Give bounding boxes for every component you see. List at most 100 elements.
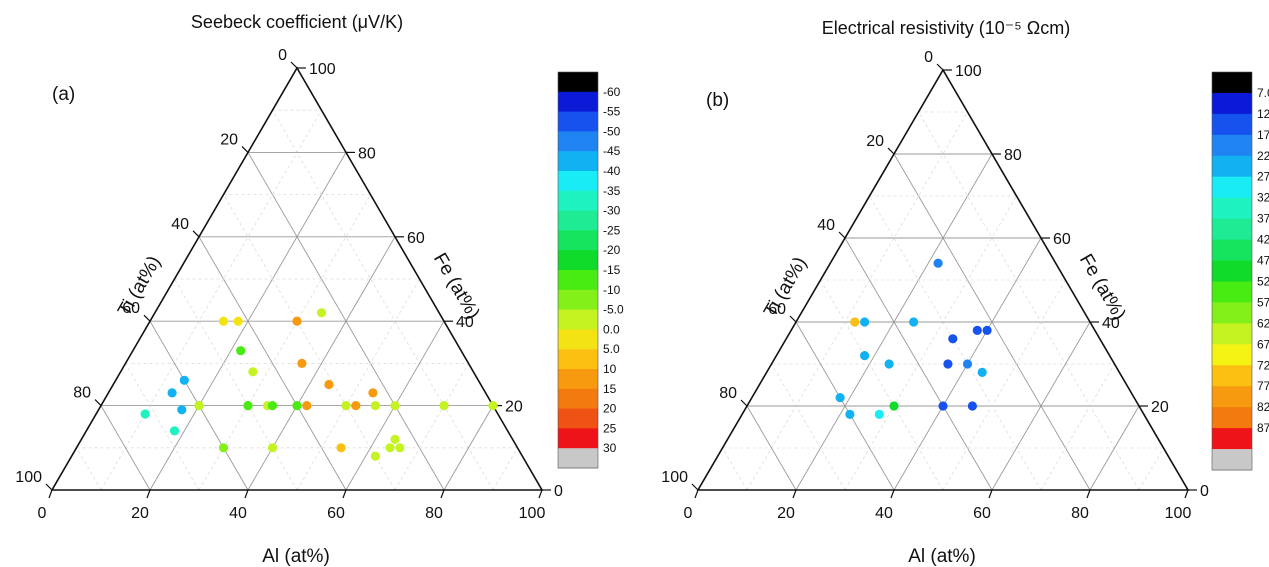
grid-line-al — [844, 195, 1017, 491]
tick-mark-al — [1086, 489, 1091, 499]
panel-label: (a) — [52, 84, 75, 105]
colorbar-swatch — [558, 369, 598, 390]
tick-label-al: 60 — [973, 505, 991, 522]
data-point — [218, 443, 229, 453]
tick-mark-ti — [290, 61, 298, 69]
colorbar-label: 10 — [603, 362, 617, 376]
data-point — [370, 451, 380, 461]
triangle-frame — [50, 66, 544, 491]
tick-mark-ti — [241, 145, 249, 153]
data-point — [167, 388, 177, 398]
tick-label-al: 0 — [684, 505, 693, 522]
grid-line-al — [100, 109, 322, 491]
tick-label-al: 20 — [777, 505, 795, 522]
colorbar-label: 42 — [1257, 233, 1269, 247]
colorbar-swatch — [1212, 218, 1252, 241]
tick-mark-ti — [143, 314, 151, 322]
tick-label-al: 80 — [1071, 505, 1089, 522]
data-point — [967, 401, 978, 411]
axis-title-fe: Fe (at%) — [1075, 250, 1130, 324]
tick-mark-ti — [691, 483, 699, 491]
colorbar-swatch — [558, 210, 598, 231]
grid-line-al — [746, 111, 968, 491]
colorbar-label: -45 — [603, 144, 621, 158]
colorbar-swatch — [1212, 72, 1252, 94]
chart-title: Electrical resistivity (10⁻⁵ Ωcm) — [822, 18, 1070, 38]
tick-label-al: 100 — [519, 505, 546, 522]
data-point — [439, 401, 449, 411]
colorbar-label: -10 — [603, 283, 621, 297]
grid-line-al — [1089, 405, 1140, 491]
data-point — [248, 367, 258, 377]
colorbar-swatch — [1212, 407, 1252, 429]
tick-label-fe: 0 — [554, 483, 563, 500]
tick-mark-al — [890, 489, 895, 499]
tick-mark-ti — [740, 399, 748, 407]
grid-line-al — [394, 363, 469, 491]
triangle-frame — [696, 68, 1190, 491]
colorbar-frame — [557, 71, 599, 469]
data-point — [845, 409, 855, 419]
tick-label-fe: 100 — [955, 63, 982, 80]
tick-mark-al — [244, 489, 249, 499]
tick-label-fe: 80 — [358, 145, 376, 162]
colorbar-swatch — [558, 250, 598, 271]
colorbar-label: 0.0 — [603, 322, 620, 336]
tick-mark-al — [440, 489, 445, 499]
data-point — [972, 325, 982, 335]
panel-label: (b) — [706, 90, 729, 111]
colorbar-label: 37 — [1257, 212, 1269, 226]
colorbar-label: -5.0 — [603, 303, 624, 317]
colorbar-swatch — [1212, 176, 1252, 199]
colorbar-swatch — [558, 388, 598, 410]
tick-label-al: 40 — [875, 505, 893, 522]
tick-mark-al — [988, 489, 993, 499]
colorbar-label: 52 — [1257, 275, 1269, 289]
data-point — [368, 388, 378, 398]
colorbar-label: -25 — [603, 223, 621, 237]
tick-mark-al — [146, 489, 151, 499]
data-point — [390, 434, 400, 444]
tick-mark-ti — [45, 483, 53, 491]
tick-label-ti: 80 — [719, 385, 737, 402]
data-point — [395, 443, 405, 453]
tick-label-ti: 0 — [278, 47, 287, 64]
tick-label-ti: 40 — [817, 217, 835, 234]
tick-mark-al — [694, 489, 699, 499]
tick-label-ti: 80 — [73, 385, 91, 402]
grid-line-ti — [771, 363, 846, 491]
colorbar-label: 20 — [603, 402, 617, 416]
data-point — [297, 358, 307, 368]
colorbar-swatch — [558, 131, 598, 152]
tick-label-fe: 60 — [1053, 231, 1071, 248]
colorbar-swatch — [1212, 302, 1252, 324]
colorbar-label: 32 — [1257, 191, 1269, 205]
tick-label-ti: 0 — [924, 49, 933, 66]
colorbar-swatch — [558, 408, 598, 429]
colorbar-label: 15 — [603, 382, 617, 396]
colorbar-frame — [1211, 71, 1253, 471]
grid-line-ti — [795, 321, 895, 491]
colorbar-label: 87 — [1257, 421, 1269, 435]
data-point — [243, 401, 253, 411]
tick-label-ti: 60 — [768, 301, 786, 318]
tick-mark-ti — [94, 399, 102, 407]
tick-mark-al — [1184, 489, 1189, 499]
colorbar-label: -15 — [603, 263, 621, 277]
colorbar-swatch — [558, 289, 598, 311]
colorbar-swatch — [558, 190, 598, 212]
colorbar-label: 25 — [603, 421, 617, 435]
colorbar-swatch — [1212, 365, 1252, 387]
colorbar-label: -40 — [603, 164, 621, 178]
grid-line-al — [198, 194, 371, 491]
tick-label-ti: 20 — [866, 133, 884, 150]
tick-mark-al — [342, 489, 347, 499]
colorbar-swatch — [1212, 239, 1252, 262]
colorbar-label: 27 — [1257, 170, 1269, 184]
colorbar-swatch — [558, 270, 598, 291]
tick-label-ti: 40 — [171, 216, 189, 233]
tick-label-fe: 40 — [456, 314, 474, 331]
panel-b: 0 0 0 20 20 20 40 40 40 60 60 60 80 80 80 100 100 100 Al (… — [661, 18, 1269, 567]
grid-line-al — [492, 447, 518, 491]
